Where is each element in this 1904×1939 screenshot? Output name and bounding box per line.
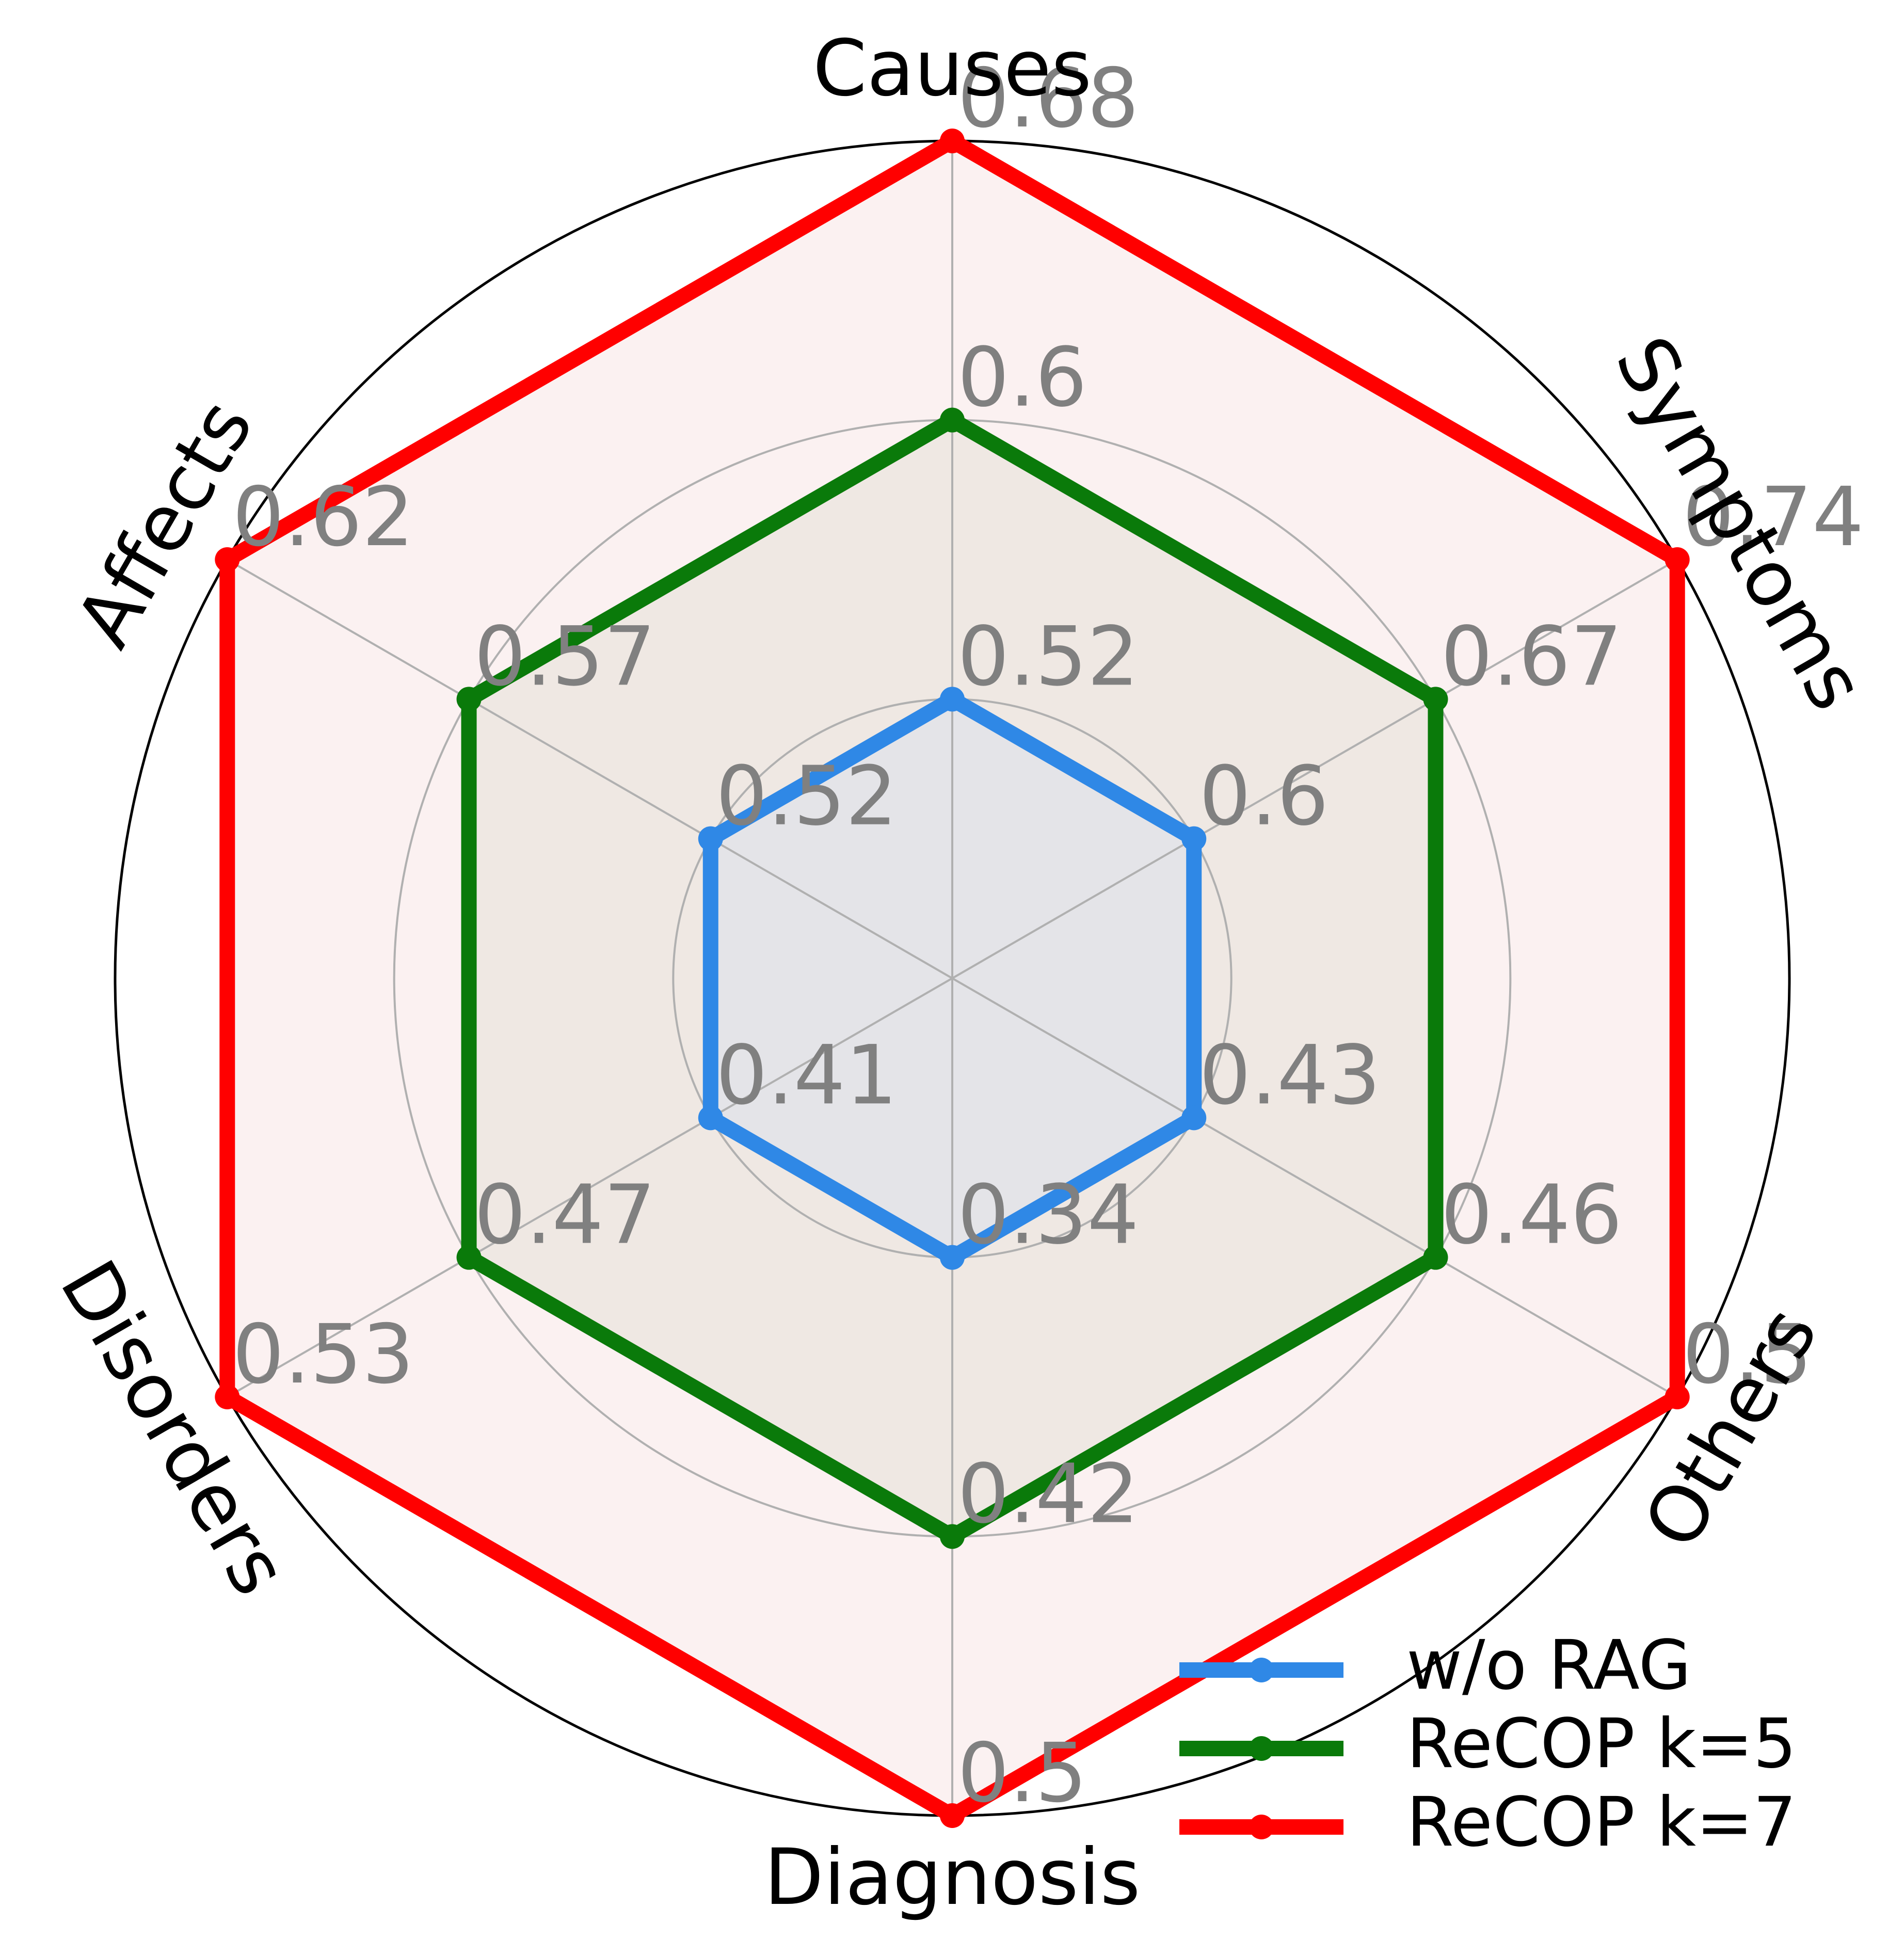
data-label: 0.74 bbox=[1683, 470, 1864, 565]
grid-spoke bbox=[227, 559, 953, 979]
legend-marker bbox=[1249, 1658, 1274, 1682]
data-point bbox=[940, 1524, 965, 1549]
legend-marker bbox=[1249, 1815, 1274, 1839]
data-point bbox=[215, 547, 240, 572]
axis-label-causes: Causes bbox=[813, 24, 1092, 114]
data-label: 0.42 bbox=[957, 1447, 1139, 1541]
value-labels: 0.52 0.6 0.43 0.34 0.41 0.52 0.6 0.67 0.46 0.42 0.… bbox=[232, 51, 1864, 1821]
data-point bbox=[215, 1385, 240, 1409]
data-point bbox=[1665, 547, 1690, 572]
data-point bbox=[456, 1245, 482, 1270]
data-point bbox=[940, 687, 965, 712]
legend-label: w/o RAG bbox=[1406, 1626, 1691, 1705]
data-point bbox=[1665, 1385, 1690, 1409]
data-label: 0.43 bbox=[1199, 1028, 1381, 1123]
data-point bbox=[940, 1245, 965, 1270]
data-label: 0.52 bbox=[716, 749, 898, 844]
grid-spoke bbox=[951, 977, 1678, 1398]
data-point bbox=[940, 129, 965, 153]
series-lines bbox=[215, 129, 1690, 1828]
legend-label: ReCOP k=5 bbox=[1406, 1704, 1797, 1784]
data-label: 0.57 bbox=[474, 609, 656, 704]
legend-label: ReCOP k=7 bbox=[1406, 1783, 1797, 1862]
data-point bbox=[940, 1803, 965, 1828]
data-label: 0.6 bbox=[957, 330, 1087, 425]
data-label: 0.68 bbox=[957, 51, 1139, 146]
data-point bbox=[698, 826, 723, 851]
data-label: 0.34 bbox=[957, 1168, 1139, 1263]
data-label: 0.67 bbox=[1441, 609, 1622, 704]
data-point bbox=[456, 687, 482, 712]
data-label: 0.6 bbox=[1199, 749, 1329, 844]
legend-marker bbox=[1249, 1736, 1274, 1761]
data-label: 0.5 bbox=[1683, 1307, 1812, 1402]
data-label: 0.41 bbox=[716, 1028, 898, 1123]
data-point bbox=[698, 1105, 723, 1131]
data-point bbox=[1423, 1245, 1448, 1270]
data-label: 0.46 bbox=[1441, 1168, 1622, 1263]
data-point bbox=[1181, 826, 1207, 851]
axis-label-diagnosis: Diagnosis bbox=[764, 1833, 1140, 1922]
data-label: 0.47 bbox=[474, 1168, 656, 1263]
data-label: 0.53 bbox=[232, 1307, 414, 1402]
data-label: 0.62 bbox=[232, 470, 414, 565]
data-point bbox=[1423, 687, 1448, 712]
data-label: 0.52 bbox=[957, 609, 1139, 704]
grid-spoke bbox=[951, 559, 1678, 979]
data-point bbox=[940, 407, 965, 433]
data-label: 0.5 bbox=[957, 1726, 1087, 1821]
grid-spoke bbox=[227, 977, 953, 1398]
data-point bbox=[1181, 1105, 1207, 1131]
